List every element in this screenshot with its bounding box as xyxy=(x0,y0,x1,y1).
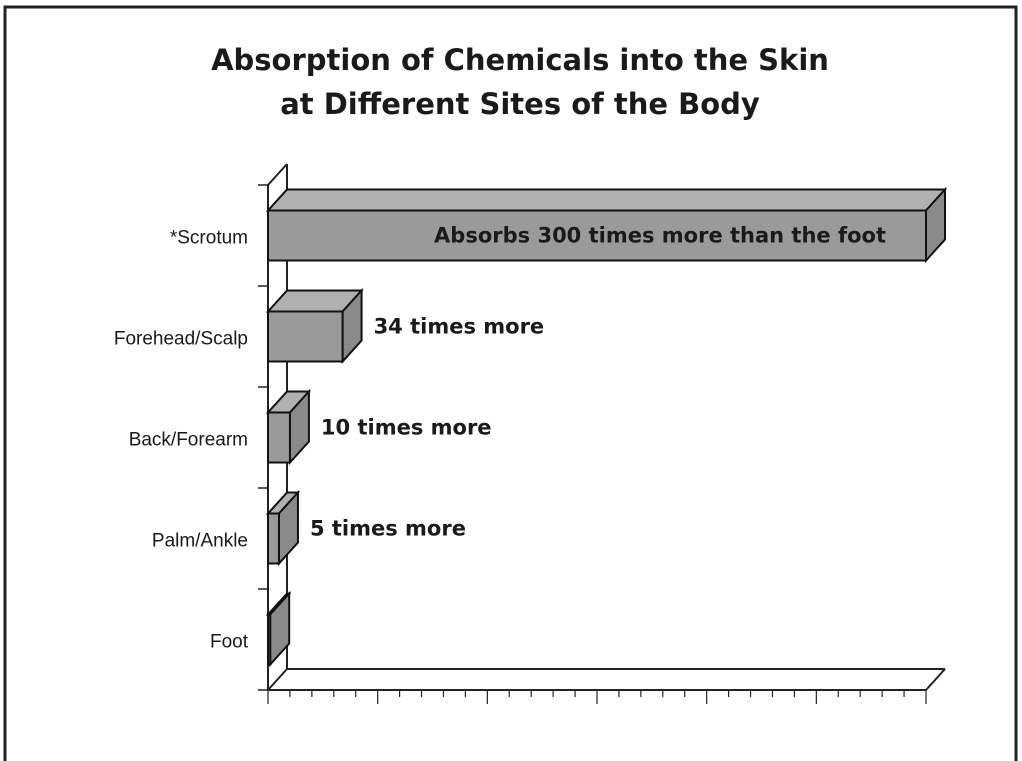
category-label: Forehead/Scalp xyxy=(114,329,248,350)
bar-front xyxy=(267,512,280,565)
category-label: Back/Forearm xyxy=(129,430,248,451)
category-label: *Scrotum xyxy=(170,228,248,249)
bar xyxy=(265,590,292,668)
value-label: 10 times more xyxy=(321,416,492,440)
frame xyxy=(3,5,1018,761)
floor-edge xyxy=(267,668,288,691)
chart-subtitle: at Different Sites of the Body xyxy=(280,87,760,121)
value-label: 34 times more xyxy=(374,315,545,339)
bar xyxy=(265,287,364,365)
value-label: Absorbs 300 times more than the foot xyxy=(434,224,886,248)
category-label: Foot xyxy=(210,632,249,653)
category-label: Palm/Ankle xyxy=(152,531,248,552)
wall-edge xyxy=(267,163,288,186)
bar xyxy=(265,489,301,567)
bar xyxy=(265,388,312,466)
bar-front xyxy=(267,613,272,666)
bar xyxy=(265,186,948,264)
bar-top xyxy=(265,188,948,212)
bar-front xyxy=(267,411,291,464)
floor-edge xyxy=(925,668,946,691)
chart-title: Absorption of Chemicals into the Skin xyxy=(211,43,829,77)
bar-front xyxy=(267,310,344,363)
bar-front xyxy=(267,209,927,262)
value-label: 5 times more xyxy=(310,517,466,541)
